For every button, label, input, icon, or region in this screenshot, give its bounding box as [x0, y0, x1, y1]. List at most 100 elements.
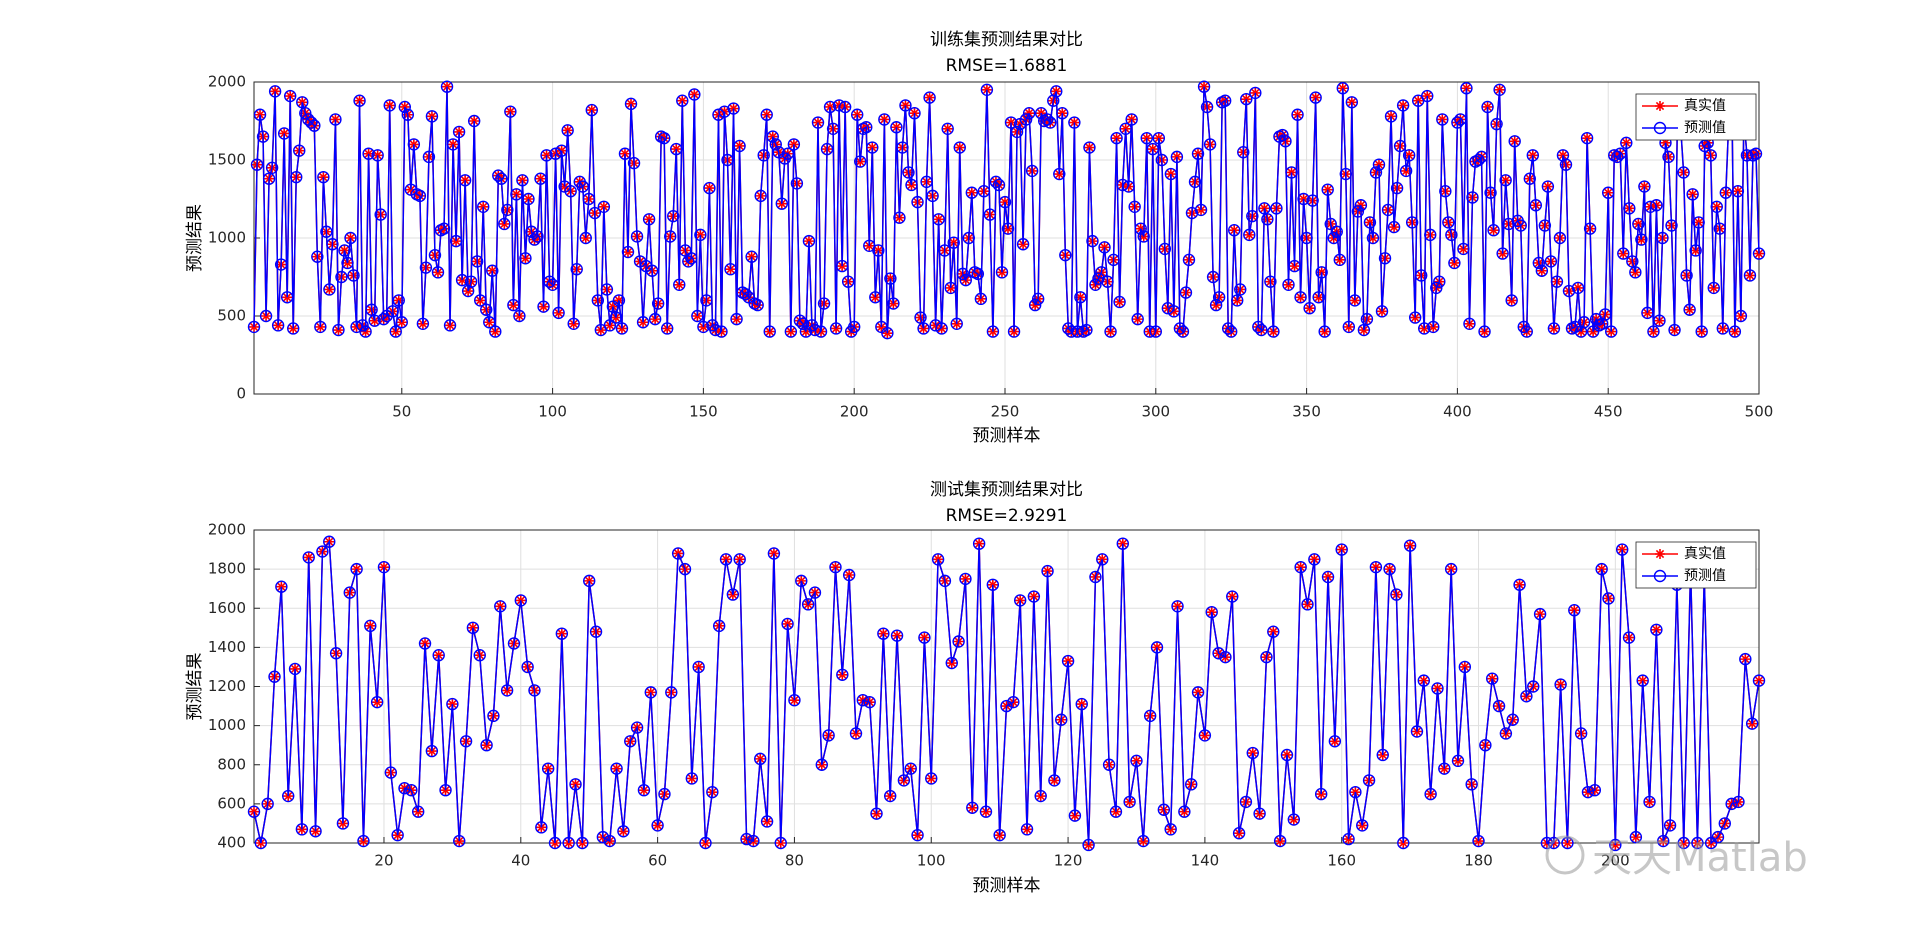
circle-marker — [531, 230, 544, 243]
circle-marker — [464, 275, 478, 288]
circle-marker — [1405, 216, 1419, 229]
x-tick-label: 200 — [840, 403, 869, 421]
circle-marker — [1191, 147, 1205, 160]
circle-marker — [1719, 186, 1733, 199]
circle-marker — [767, 547, 781, 560]
circle-marker — [790, 177, 804, 190]
circle-marker — [1363, 216, 1377, 229]
circle-marker — [1514, 219, 1527, 232]
circle-marker — [1390, 588, 1403, 601]
circle-marker — [1237, 145, 1250, 159]
circle-marker — [688, 88, 701, 101]
circle-marker — [1692, 216, 1705, 229]
circle-marker — [733, 139, 746, 153]
circle-marker — [362, 147, 375, 160]
circle-marker — [1048, 774, 1061, 787]
circle-marker — [1438, 762, 1451, 775]
circle-marker — [1680, 269, 1693, 282]
circle-marker — [1393, 139, 1407, 153]
circle-marker — [1128, 200, 1141, 214]
circle-marker — [1004, 116, 1018, 129]
circle-marker — [836, 668, 849, 681]
legend-marker — [1653, 569, 1667, 583]
circle-marker — [1197, 80, 1211, 93]
x-tick-label: 250 — [991, 403, 1020, 421]
circle-marker — [1372, 158, 1386, 171]
circle-marker — [452, 125, 466, 139]
circle-marker — [1194, 203, 1208, 217]
circle-marker — [1571, 281, 1585, 295]
circle-marker — [977, 184, 991, 198]
circle-marker — [1562, 284, 1576, 298]
circle-marker — [1164, 167, 1178, 181]
circle-marker — [1267, 625, 1280, 638]
circle-marker — [1463, 317, 1476, 330]
circle-marker — [582, 192, 595, 206]
x-tick-label: 40 — [511, 852, 530, 870]
circle-marker — [691, 309, 704, 323]
circle-marker — [911, 195, 924, 209]
circle-marker — [552, 306, 565, 320]
circle-marker — [952, 635, 965, 648]
circle-marker — [1146, 142, 1159, 156]
circle-marker — [1308, 553, 1321, 566]
circle-marker — [1547, 322, 1561, 335]
circle-marker — [1665, 219, 1678, 232]
circle-marker — [1492, 699, 1506, 713]
circle-marker — [308, 119, 321, 132]
circle-marker — [1041, 113, 1054, 126]
circle-marker — [1677, 836, 1690, 850]
circle-marker — [658, 787, 671, 801]
circle-marker — [775, 197, 789, 210]
circle-marker — [1101, 275, 1114, 288]
circle-marker — [664, 230, 677, 243]
circle-marker — [986, 325, 1000, 338]
circle-marker — [1704, 149, 1717, 162]
circle-marker — [1130, 754, 1143, 768]
circle-marker — [1354, 199, 1368, 212]
circle-marker — [795, 574, 808, 588]
circle-marker — [1226, 590, 1239, 603]
circle-marker — [1635, 233, 1648, 246]
circle-marker — [766, 130, 779, 143]
x-tick-label: 20 — [374, 852, 393, 870]
circle-marker — [1731, 184, 1745, 198]
circle-marker — [1294, 560, 1307, 574]
circle-marker — [1574, 727, 1588, 740]
circle-marker — [1615, 543, 1629, 556]
legend-marker — [1653, 121, 1667, 135]
circle-marker — [1096, 553, 1109, 566]
circle-marker — [1683, 303, 1696, 316]
circle-marker — [528, 233, 541, 246]
y-axis-label: 预测结果 — [185, 204, 205, 272]
circle-marker — [1173, 322, 1187, 335]
y-tick-label: 1600 — [208, 599, 246, 617]
circle-marker — [274, 258, 288, 271]
circle-marker — [1318, 325, 1331, 338]
circle-marker — [676, 94, 689, 107]
circle-marker — [583, 574, 596, 588]
circle-marker — [726, 588, 740, 601]
circle-marker — [1598, 308, 1612, 321]
circle-marker — [1234, 283, 1247, 296]
circle-marker — [1182, 253, 1196, 267]
circle-marker — [841, 275, 855, 288]
circle-marker — [849, 727, 863, 740]
circle-marker — [692, 660, 705, 674]
circle-marker — [1707, 281, 1720, 295]
circle-marker — [1743, 269, 1757, 282]
circle-marker — [1718, 817, 1731, 830]
x-tick-label: 450 — [1594, 403, 1623, 421]
circle-marker — [317, 170, 330, 184]
circle-marker — [1451, 116, 1464, 129]
circle-marker — [1007, 695, 1020, 709]
circle-marker — [1297, 192, 1310, 206]
circle-marker — [418, 637, 432, 650]
circle-marker — [449, 234, 463, 248]
circle-marker — [822, 729, 835, 742]
circle-marker — [1643, 795, 1656, 809]
circle-marker — [1472, 153, 1485, 167]
circle-marker — [1143, 325, 1156, 338]
circle-marker — [938, 574, 952, 588]
y-tick-label: 600 — [217, 794, 246, 812]
